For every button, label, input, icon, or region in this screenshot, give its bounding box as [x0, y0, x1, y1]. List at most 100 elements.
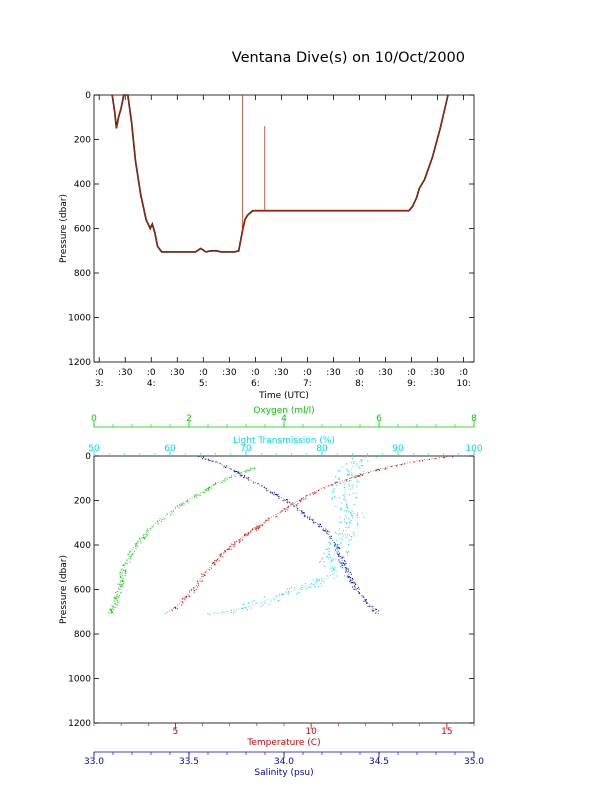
light-data-point	[363, 516, 365, 518]
temperature-data-point	[181, 598, 183, 600]
temperature-data-point	[219, 554, 221, 556]
salinity-data-point	[349, 581, 351, 583]
temperature-data-point	[213, 562, 215, 564]
oxygen-data-point	[122, 579, 123, 581]
oxygen-data-point	[123, 570, 125, 572]
light-data-point	[323, 552, 325, 554]
temperature-data-point	[184, 599, 186, 601]
light-data-point	[347, 554, 349, 556]
oxygen-data-point	[132, 552, 134, 554]
light-data-point	[342, 494, 344, 496]
light-data-point	[346, 463, 348, 465]
salinity-data-point	[269, 492, 271, 494]
oxygen-tick-label: 0	[91, 414, 97, 424]
light-data-point	[334, 546, 336, 547]
light-data-point	[342, 533, 343, 535]
salinity-data-point	[318, 525, 320, 527]
oxygen-data-point	[131, 554, 133, 556]
light-data-point	[334, 496, 336, 498]
oxygen-data-point	[124, 570, 126, 572]
light-data-point	[250, 607, 252, 609]
light-data-point	[346, 551, 348, 553]
light-data-point	[282, 593, 283, 595]
temperature-data-point	[225, 550, 227, 552]
oxygen-data-point	[226, 477, 228, 479]
light-data-point	[339, 566, 341, 567]
oxygen-data-point	[194, 495, 196, 497]
salinity-data-point	[282, 500, 284, 502]
light-data-point	[277, 599, 279, 601]
salinity-data-point	[301, 512, 303, 514]
light-data-point	[361, 465, 363, 466]
oxygen-data-point	[244, 471, 246, 473]
oxygen-data-point	[246, 470, 248, 471]
temperature-data-point	[419, 460, 421, 462]
light-data-point	[347, 507, 348, 509]
temperature-data-point	[255, 528, 257, 530]
light-data-point	[310, 583, 312, 585]
salinity-data-point	[236, 471, 238, 473]
light-data-point	[351, 515, 353, 517]
salinity-data-point	[365, 599, 367, 601]
temperature-data-point	[346, 479, 348, 481]
oxygen-data-point	[199, 494, 201, 496]
temperature-data-point	[385, 468, 387, 470]
salinity-data-point	[203, 456, 205, 458]
temperature-data-point	[312, 492, 314, 494]
profile-chart: 0 200 400 600 800 1000 1200 Pressure (dbar) 0 2 4 6…	[59, 406, 484, 778]
salinity-data-point	[338, 559, 340, 561]
temperature-data-point	[204, 575, 206, 577]
salinity-profile-line	[198, 455, 380, 615]
oxygen-data-point	[208, 488, 209, 490]
salinity-data-point	[286, 499, 288, 500]
oxygen-data-point	[114, 597, 116, 599]
salinity-data-point	[338, 547, 340, 549]
oxygen-data-point	[245, 471, 247, 473]
salinity-data-point	[246, 478, 248, 480]
light-data-point	[262, 604, 264, 606]
light-data-point	[343, 482, 345, 484]
temperature-data-point	[241, 539, 243, 541]
oxygen-data-point	[116, 595, 118, 597]
light-data-point	[362, 512, 364, 514]
light-data-point	[260, 605, 262, 607]
light-data-point	[318, 578, 320, 580]
salinity-data-point	[273, 494, 275, 496]
oxygen-data-point	[115, 604, 117, 606]
y-axis-label: Pressure (dbar)	[59, 194, 69, 263]
oxygen-data-point	[204, 489, 206, 491]
oxygen-data-point	[144, 537, 146, 539]
oxygen-data-point	[208, 487, 210, 489]
oxygen-data-point	[224, 478, 226, 480]
pressure-time-chart: 020040060080010001200:03::30:04::30:05::…	[59, 91, 475, 401]
light-data-point	[349, 522, 351, 524]
light-data-point	[357, 512, 358, 514]
oxygen-data-point	[110, 609, 112, 611]
light-data-point	[332, 559, 334, 560]
salinity-data-point	[339, 556, 341, 558]
oxygen-data-point	[213, 484, 215, 485]
oxygen-data-point	[172, 510, 174, 512]
light-data-point	[367, 460, 369, 462]
light-data-point	[335, 544, 337, 546]
oxygen-data-point	[139, 538, 141, 540]
light-data-point	[275, 595, 277, 597]
temperature-data-point	[224, 550, 226, 552]
light-data-point	[328, 554, 330, 555]
salinity-data-point	[238, 472, 240, 474]
salinity-data-point	[296, 509, 298, 511]
light-data-point	[338, 560, 340, 562]
salinity-data-point	[338, 555, 339, 557]
temperature-data-point	[216, 560, 218, 562]
oxygen-data-point	[121, 585, 123, 587]
salinity-data-point	[372, 610, 374, 611]
temperature-data-point	[181, 604, 183, 606]
light-data-point	[352, 485, 354, 486]
x-axis-label: Time (UTC)	[258, 391, 309, 401]
salinity-data-point	[329, 538, 331, 540]
salinity-data-point	[341, 567, 343, 569]
x-tick-label-hour: 3:	[95, 379, 104, 389]
light-data-point	[343, 496, 345, 498]
salinity-data-point	[339, 561, 341, 563]
oxygen-data-point	[209, 487, 211, 489]
